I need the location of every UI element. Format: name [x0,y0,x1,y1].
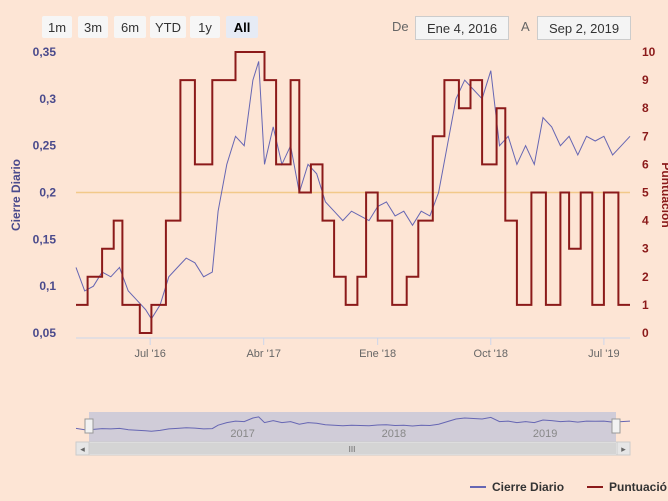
from-date-input[interactable]: Ene 4, 2016 [415,16,509,40]
x-axis-ticks: Jul '16 Abr '17 Ene '18 Oct '18 Jul '19 [76,337,630,360]
range-button-1m[interactable]: 1m [42,16,72,38]
x-tick-label: Ene '18 [359,348,396,360]
left-tick-label: 0,2 [39,186,56,200]
left-tick-label: 0,3 [39,92,56,106]
right-tick-label: 5 [642,186,649,200]
series-cierre-diario-line [75,61,631,320]
left-tick-label: 0,25 [33,139,57,153]
navigator-left-handle[interactable] [84,418,94,434]
range-button-6m[interactable]: 6m [114,16,146,38]
x-tick-label: Jul '19 [588,348,619,360]
right-tick-label: 1 [642,298,649,312]
right-axis-ticks: 0 1 2 3 4 5 6 7 8 9 10 [642,45,656,340]
right-axis-title: Puntuación [659,162,668,227]
legend-label-puntuacion: Puntuació [609,480,668,494]
legend-swatch-puntuacion [587,486,603,488]
legend-swatch-cierre-diario [470,486,486,488]
range-button-1y[interactable]: 1y [190,16,220,38]
to-date-input[interactable]: Sep 2, 2019 [537,16,631,40]
navigator[interactable]: 2017 2018 2019 [75,412,631,442]
from-date-label: De [392,19,409,34]
right-tick-label: 9 [642,73,649,87]
scroll-right-arrow-icon: ▸ [621,445,626,455]
navigator-year-label: 2018 [382,428,406,440]
x-tick-label: Jul '16 [134,348,165,360]
x-tick-label: Oct '18 [474,348,509,360]
scrollbar-thumb[interactable] [89,443,616,454]
right-tick-label: 4 [642,214,649,228]
navigator-right-handle[interactable] [611,418,621,434]
scrollbar[interactable]: ◂ ▸ III [75,441,631,456]
navigator-series-line [75,416,631,432]
right-tick-label: 0 [642,326,649,340]
scroll-right-button[interactable] [616,441,631,456]
legend-item-cierre-diario[interactable]: Cierre Diario [470,480,564,494]
legend-label-cierre-diario: Cierre Diario [492,480,565,494]
left-tick-label: 0,05 [33,326,57,340]
x-tick-label: Abr '17 [246,348,281,360]
left-tick-label: 0,15 [33,232,57,246]
navigator-year-labels: 2017 2018 2019 [230,428,557,440]
navigator-year-label: 2019 [533,428,557,440]
scroll-left-button[interactable] [75,441,90,456]
scrollbar-grip-icon: III [349,445,356,454]
range-button-ytd[interactable]: YTD [150,16,186,38]
range-button-3m[interactable]: 3m [78,16,108,38]
right-tick-label: 3 [642,242,649,256]
range-button-all[interactable]: All [226,16,258,38]
left-axis-ticks: 0,05 0,1 0,15 0,2 0,25 0,3 0,35 [33,45,57,340]
legend-item-puntuacion[interactable]: Puntuació [587,480,667,494]
right-tick-label: 10 [642,45,656,59]
to-date-label: A [521,19,530,34]
left-axis-title: Cierre Diario [9,159,23,231]
navigator-year-label: 2017 [230,428,254,440]
right-tick-label: 2 [642,270,649,284]
right-tick-label: 7 [642,129,649,143]
right-tick-label: 8 [642,101,649,115]
right-tick-label: 6 [642,157,649,171]
scroll-left-arrow-icon: ◂ [80,445,85,455]
left-tick-label: 0,1 [39,279,56,293]
series-puntuacion-line [76,51,630,334]
left-tick-label: 0,35 [33,45,57,59]
navigator-selection[interactable] [89,412,616,442]
